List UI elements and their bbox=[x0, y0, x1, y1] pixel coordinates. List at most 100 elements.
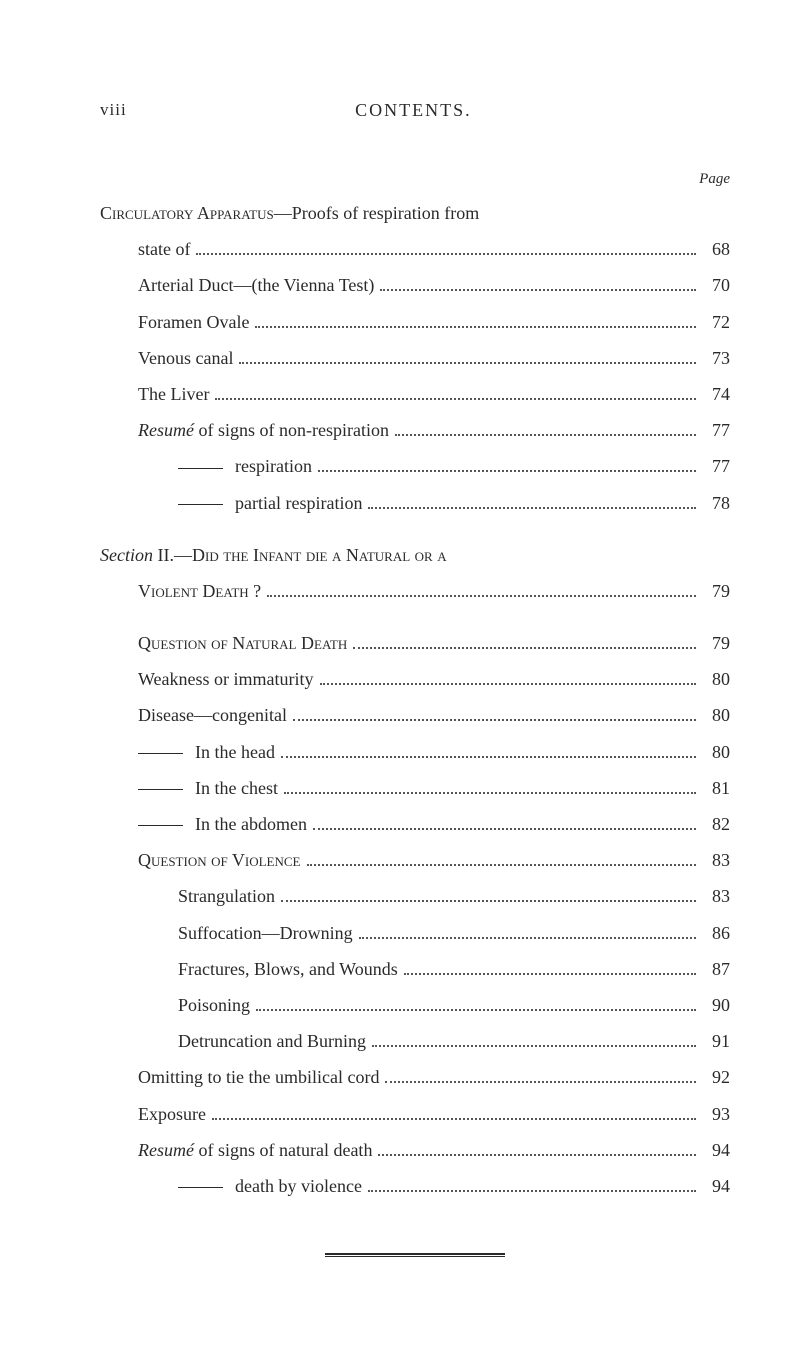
toc-entry-label: Question of Violence bbox=[138, 843, 301, 877]
toc-entry-row: Resumé of signs of non-respiration77 bbox=[100, 413, 730, 447]
toc-leader-dots bbox=[404, 973, 696, 975]
page-header: viii CONTENTS. bbox=[100, 100, 730, 121]
toc-entry-row: Omitting to tie the umbilical cord 92 bbox=[100, 1060, 730, 1094]
table-of-contents: Circulatory Apparatus—Proofs of respirat… bbox=[100, 196, 730, 1203]
label-text: The Liver bbox=[138, 384, 209, 404]
label-text: Disease—congenital bbox=[138, 705, 287, 725]
label-text: Fractures, Blows, and Wounds bbox=[178, 959, 398, 979]
toc-entry-row: Poisoning90 bbox=[100, 988, 730, 1022]
header-spacer bbox=[700, 100, 730, 121]
toc-entry-label: The Liver bbox=[138, 377, 209, 411]
toc-entry-label: In the chest bbox=[138, 771, 278, 805]
label-part: of signs of natural death bbox=[194, 1140, 372, 1160]
toc-page-number: 80 bbox=[702, 735, 730, 769]
toc-page-number: 83 bbox=[702, 843, 730, 877]
toc-entry-label: Section II.—Did the Infant die a Natural… bbox=[100, 538, 447, 572]
continuation-dash bbox=[138, 789, 183, 790]
toc-page-number: 77 bbox=[702, 413, 730, 447]
continuation-dash bbox=[178, 1187, 223, 1188]
toc-entry-label: Violent Death ? bbox=[138, 574, 261, 608]
toc-entry-row: In the chest81 bbox=[100, 771, 730, 805]
toc-entry-row: Question of Violence 83 bbox=[100, 843, 730, 877]
toc-entry-label: Poisoning bbox=[178, 988, 250, 1022]
toc-leader-dots bbox=[320, 683, 696, 685]
toc-entry-row: Foramen Ovale 72 bbox=[100, 305, 730, 339]
toc-entry-row: partial respiration78 bbox=[100, 486, 730, 520]
label-part: of signs of non-respiration bbox=[194, 420, 389, 440]
toc-entry-row: state of68 bbox=[100, 232, 730, 266]
toc-entry-label: Suffocation—Drowning bbox=[178, 916, 353, 950]
label-text: Strangulation bbox=[178, 886, 275, 906]
continuation-dash bbox=[178, 468, 223, 469]
toc-entry-row: Suffocation—Drowning 86 bbox=[100, 916, 730, 950]
toc-page-number: 72 bbox=[702, 305, 730, 339]
label-text: Foramen Ovale bbox=[138, 312, 249, 332]
continuation-dash bbox=[138, 825, 183, 826]
label-part: Question of Natural Death bbox=[138, 633, 347, 653]
toc-entry-label: In the head bbox=[138, 735, 275, 769]
toc-page-number: 86 bbox=[702, 916, 730, 950]
toc-leader-dots bbox=[380, 289, 696, 291]
toc-leader-dots bbox=[281, 756, 696, 758]
toc-leader-dots bbox=[281, 900, 696, 902]
toc-entry-label: Question of Natural Death bbox=[138, 626, 347, 660]
toc-entry-row: In the abdomen 82 bbox=[100, 807, 730, 841]
label-text: Poisoning bbox=[178, 995, 250, 1015]
toc-entry-row: Fractures, Blows, and Wounds 87 bbox=[100, 952, 730, 986]
toc-page-number: 68 bbox=[702, 232, 730, 266]
toc-entry-label: Foramen Ovale bbox=[138, 305, 249, 339]
toc-page-number: 80 bbox=[702, 662, 730, 696]
toc-leader-dots bbox=[255, 326, 696, 328]
toc-entry-row: Exposure 93 bbox=[100, 1097, 730, 1131]
toc-entry-label: Strangulation bbox=[178, 879, 275, 913]
toc-leader-dots bbox=[239, 362, 696, 364]
toc-entry-row: Weakness or immaturity80 bbox=[100, 662, 730, 696]
toc-leader-dots bbox=[378, 1154, 696, 1156]
label-text: death by violence bbox=[235, 1176, 362, 1196]
label-text: respiration bbox=[235, 456, 312, 476]
page-column-label: Page bbox=[100, 171, 730, 188]
toc-page-number: 79 bbox=[702, 574, 730, 608]
label-text: Suffocation—Drowning bbox=[178, 923, 353, 943]
label-text: Omitting to tie the umbilical cord bbox=[138, 1067, 379, 1087]
toc-entry-label: Exposure bbox=[138, 1097, 206, 1131]
toc-entry-row: Question of Natural Death79 bbox=[100, 626, 730, 660]
toc-entry-label: Omitting to tie the umbilical cord bbox=[138, 1060, 379, 1094]
toc-heading-row: Circulatory Apparatus—Proofs of respirat… bbox=[100, 196, 730, 230]
toc-page-number: 80 bbox=[702, 698, 730, 732]
toc-page-number: 91 bbox=[702, 1024, 730, 1058]
toc-entry-row: Strangulation 83 bbox=[100, 879, 730, 913]
toc-page-number: 83 bbox=[702, 879, 730, 913]
toc-page-number: 70 bbox=[702, 268, 730, 302]
toc-page-number: 77 bbox=[702, 449, 730, 483]
toc-leader-dots bbox=[313, 828, 696, 830]
continuation-dash bbox=[138, 753, 183, 754]
label-text: Detruncation and Burning bbox=[178, 1031, 366, 1051]
toc-entry-row: Resumé of signs of natural death94 bbox=[100, 1133, 730, 1167]
toc-entry-label: Venous canal bbox=[138, 341, 233, 375]
toc-heading-row: Section II.—Did the Infant die a Natural… bbox=[100, 538, 730, 572]
header-section-title: CONTENTS. bbox=[355, 100, 472, 121]
toc-page-number: 94 bbox=[702, 1169, 730, 1203]
toc-page-number: 87 bbox=[702, 952, 730, 986]
label-text: In the abdomen bbox=[195, 814, 307, 834]
label-part: Section bbox=[100, 545, 153, 565]
label-part: II.— bbox=[153, 545, 192, 565]
toc-entry-row: Violent Death ? 79 bbox=[100, 574, 730, 608]
label-text: Venous canal bbox=[138, 348, 233, 368]
toc-page-number: 94 bbox=[702, 1133, 730, 1167]
toc-leader-dots bbox=[215, 398, 696, 400]
label-text: partial respiration bbox=[235, 493, 362, 513]
toc-leader-dots bbox=[293, 719, 696, 721]
toc-entry-row: Venous canal73 bbox=[100, 341, 730, 375]
toc-entry-row: Arterial Duct—(the Vienna Test)70 bbox=[100, 268, 730, 302]
toc-page-number: 82 bbox=[702, 807, 730, 841]
label-part: —Proofs of respiration from bbox=[274, 203, 479, 223]
toc-page-number: 92 bbox=[702, 1060, 730, 1094]
toc-entry-label: Circulatory Apparatus—Proofs of respirat… bbox=[100, 196, 479, 230]
toc-entry-label: death by violence bbox=[178, 1169, 362, 1203]
toc-page-number: 93 bbox=[702, 1097, 730, 1131]
toc-leader-dots bbox=[368, 507, 696, 509]
toc-leader-dots bbox=[318, 470, 696, 472]
toc-entry-label: Disease—congenital bbox=[138, 698, 287, 732]
